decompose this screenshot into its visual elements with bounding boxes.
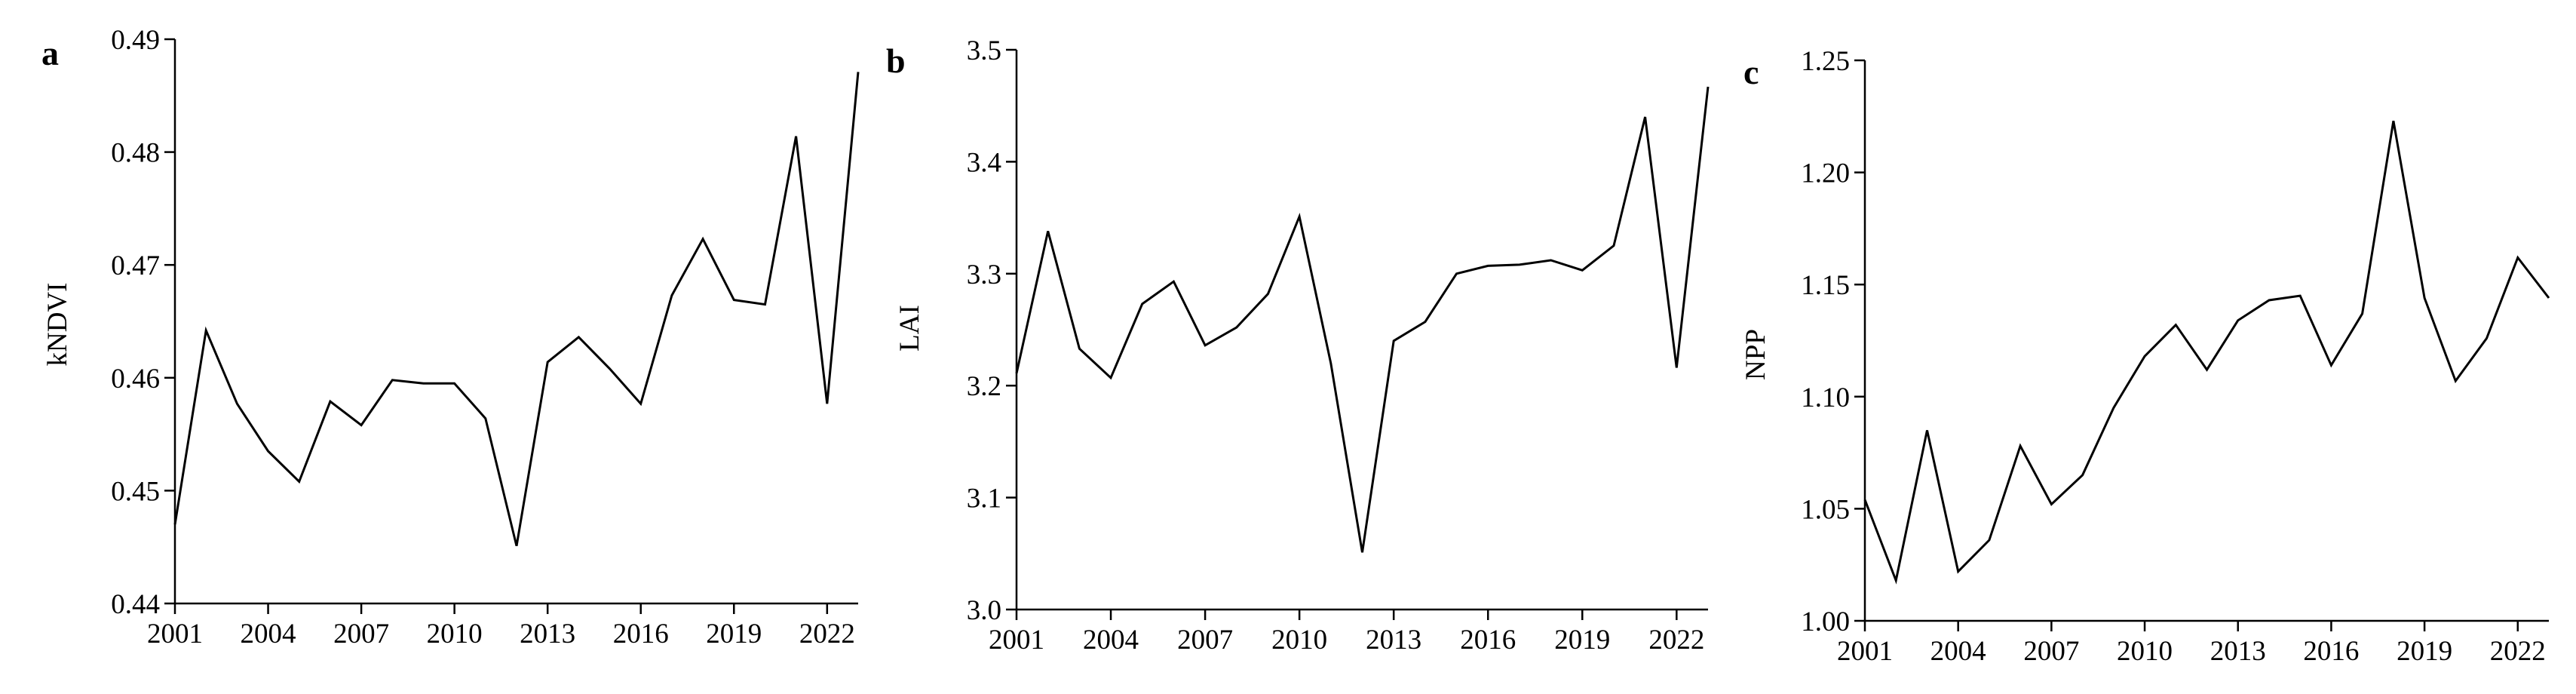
- x-tick-label: 2016: [1460, 625, 1516, 656]
- x-tick-label: 2022: [799, 619, 855, 649]
- x-tick-label: 2001: [989, 625, 1044, 656]
- y-axis-title-c: NPP: [1740, 329, 1771, 380]
- series-line-knvdi: [173, 72, 860, 547]
- x-tick-label: 2004: [1930, 636, 1986, 667]
- x-tick-label: 2019: [706, 619, 762, 649]
- y-tick-label: 0.48: [111, 138, 160, 169]
- panel-letter-c: c: [1743, 53, 1759, 91]
- y-ticks-a: 0.44 0.45 0.46 0.47 0.48 0.49: [111, 25, 175, 620]
- x-tick-label: 2010: [1271, 625, 1327, 656]
- x-tick-label: 2022: [1648, 625, 1704, 656]
- y-tick-label: 1.20: [1801, 158, 1850, 189]
- x-tick-label: 2010: [2117, 636, 2173, 667]
- panel-a-knvdi-chart: a kNDVI 0.440.450.460.470.480.49 2001 200…: [41, 25, 860, 649]
- x-tick-label: 2007: [2023, 636, 2079, 667]
- y-tick-label: 0.46: [111, 364, 160, 395]
- x-tick-label: 2010: [427, 619, 483, 649]
- axis-spines: [1863, 60, 2549, 622]
- y-tick-label: 0.47: [111, 250, 160, 281]
- series-line-npp: [1863, 120, 2550, 585]
- y-axis-title-a: kNDVI: [42, 283, 73, 367]
- axis-spines: [1015, 50, 1708, 611]
- panel-letter-b: b: [886, 41, 906, 80]
- x-tick-label: 2001: [1837, 636, 1893, 667]
- y-tick-label: 3.4: [967, 147, 1001, 178]
- y-tick-label: 3.2: [967, 371, 1001, 402]
- y-axis-title-b: LAI: [894, 305, 925, 352]
- x-tick-label: 2007: [333, 619, 389, 649]
- y-tick-label: 1.10: [1801, 382, 1850, 413]
- x-tick-label: 2007: [1177, 625, 1233, 656]
- y-tick-label: 0.44: [111, 589, 160, 620]
- x-tick-label: 2013: [2210, 636, 2266, 667]
- y-ticks-b: 3.0 3.1 3.2 3.3 3.4 3.5: [967, 35, 1017, 626]
- y-tick-label: 1.25: [1801, 46, 1850, 77]
- y-tick-label: 1.15: [1801, 270, 1850, 301]
- y-ticks-c: 1.00 1.05 1.10 1.15 1.20 1.25: [1801, 46, 1865, 637]
- x-tick-label: 2001: [147, 619, 203, 649]
- x-tick-label: 2016: [613, 619, 669, 649]
- y-tick-label: 1.05: [1801, 494, 1850, 525]
- y-tick-label: 3.0: [967, 595, 1001, 626]
- x-tick-label: 2019: [1554, 625, 1610, 656]
- x-ticks-c: 2001 2004 2007 2010 2013 2016 2019 2022: [1837, 621, 2546, 667]
- x-tick-label: 2022: [2490, 636, 2546, 667]
- series-line-lai: [1015, 86, 1710, 553]
- y-tick-label: 0.49: [111, 25, 160, 56]
- x-ticks-b: 2001 2004 2007 2010 2013 2016 2019 2022: [989, 610, 1704, 656]
- x-tick-label: 2004: [241, 619, 296, 649]
- x-tick-label: 2013: [520, 619, 575, 649]
- axes-b: [1015, 50, 1708, 611]
- y-tick-label: 1.00: [1801, 606, 1850, 637]
- axis-spines: [173, 39, 858, 605]
- y-tick-label: 3.3: [967, 259, 1001, 290]
- x-ticks-a: 2001 2004 2007 2010 2013 2016 2019 2022: [147, 603, 855, 649]
- x-tick-label: 2004: [1083, 625, 1139, 656]
- y-tick-label: 3.5: [967, 35, 1001, 66]
- x-tick-label: 2016: [2303, 636, 2359, 667]
- x-tick-label: 2019: [2397, 636, 2452, 667]
- x-tick-label: 2013: [1366, 625, 1421, 656]
- panel-b-lai-chart: b LAI 3.0 3.1 3.2 3.3 3.4 3.5 2001 2004 2007 201…: [886, 35, 1710, 656]
- y-tick-label: 3.1: [967, 484, 1001, 514]
- panel-c-npp-chart: c NPP 1.001.051.101.151.201.25 2001 2004 2…: [1740, 46, 2550, 667]
- panel-letter-a: a: [41, 34, 59, 72]
- axes-a: [173, 39, 858, 605]
- y-tick-label: 0.45: [111, 476, 160, 507]
- axes-c: [1863, 60, 2549, 622]
